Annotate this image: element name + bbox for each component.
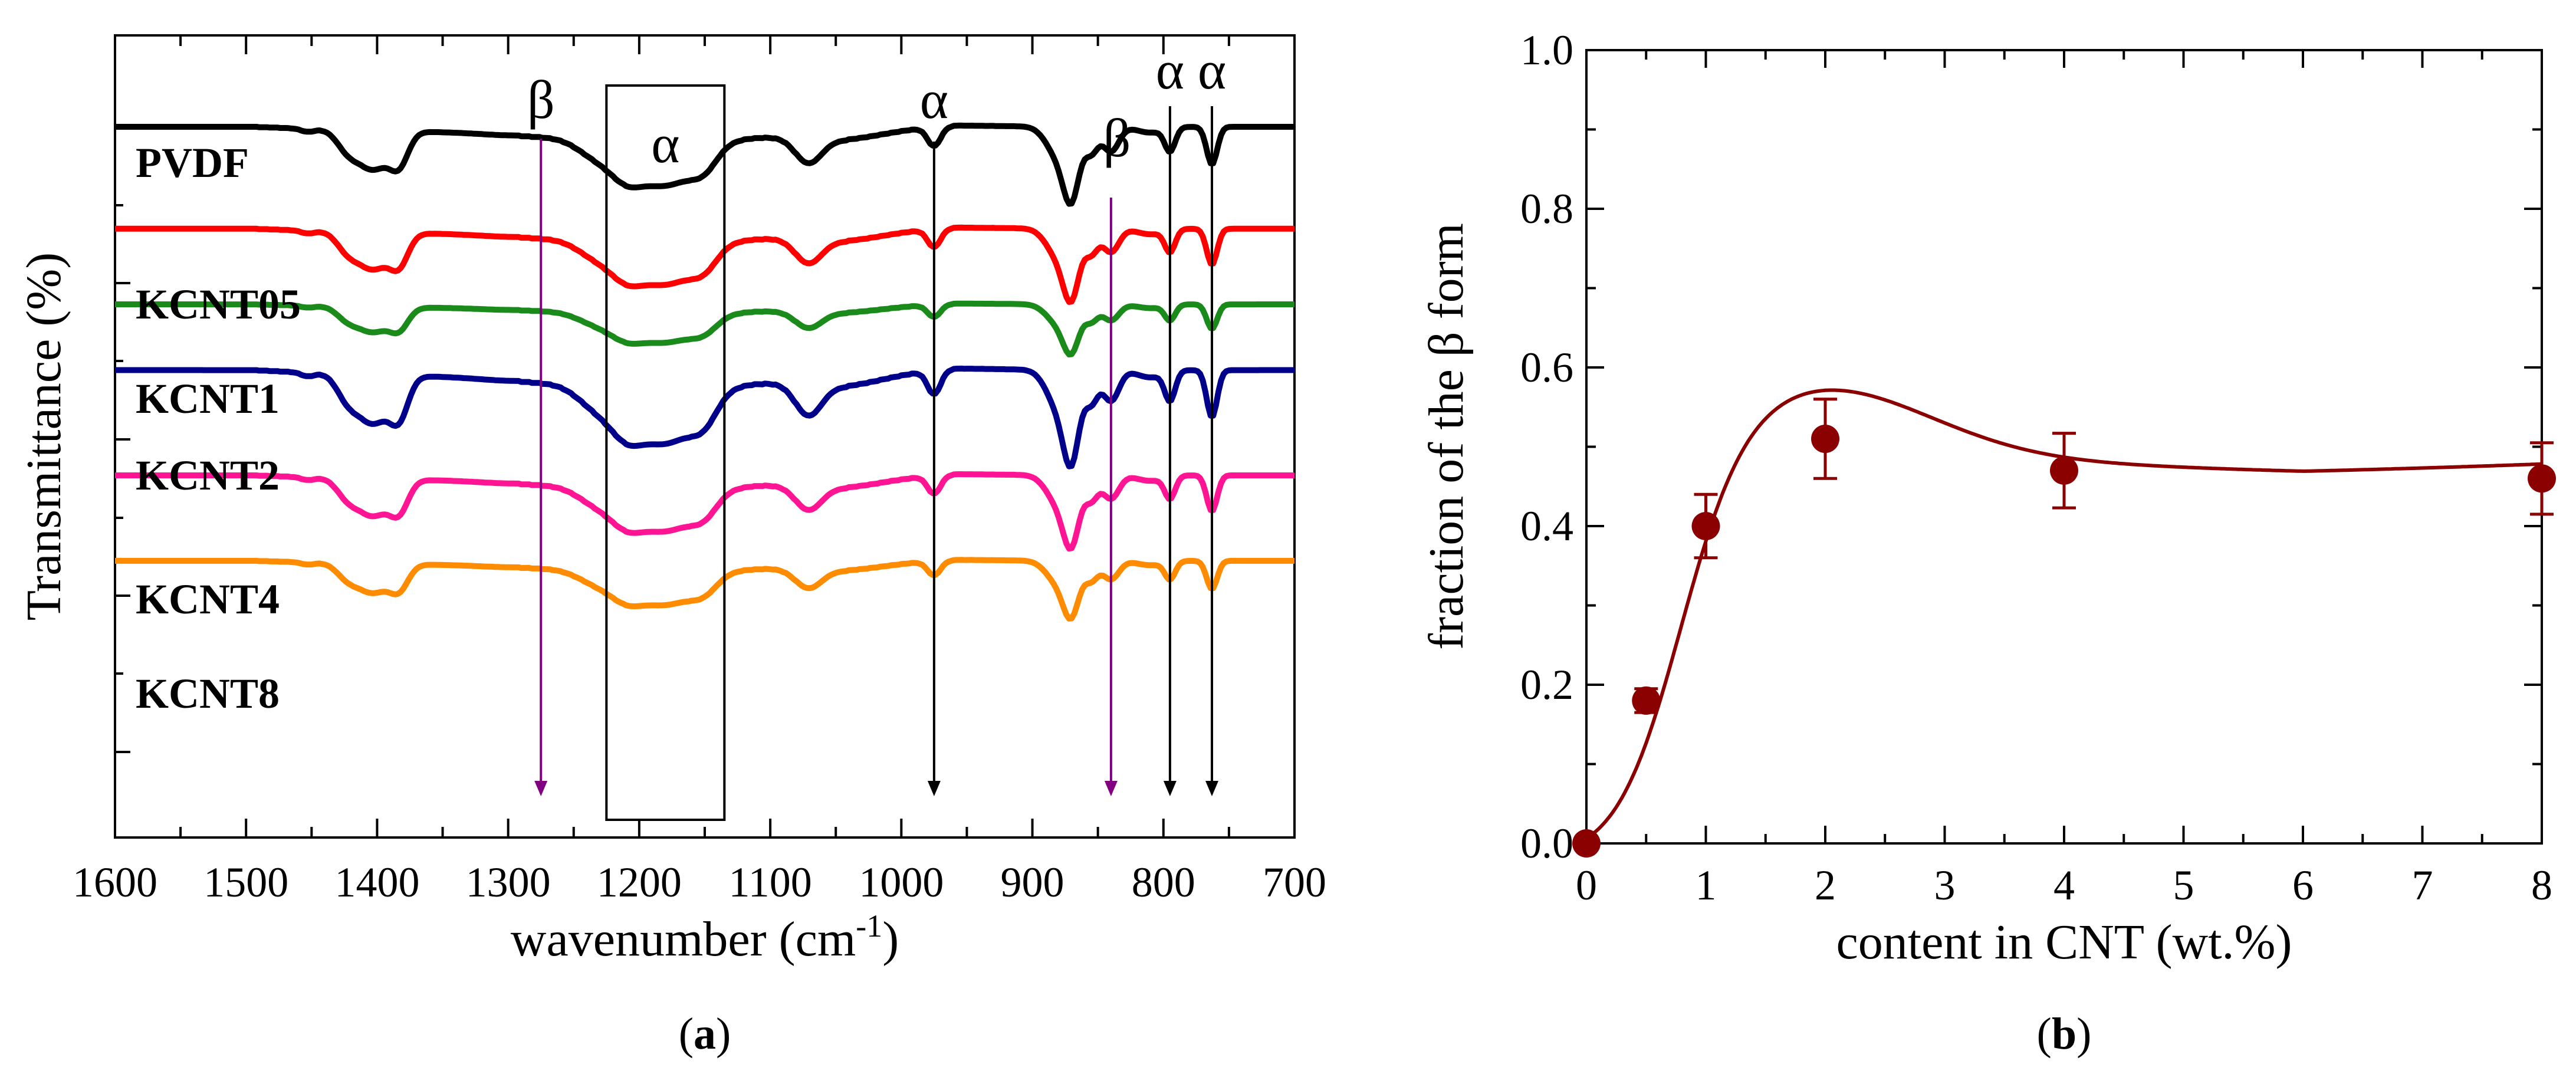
x-tick-label: 900 [1001, 859, 1064, 906]
x-tick-label: 1500 [203, 859, 288, 906]
band-label-beta: β [527, 70, 555, 130]
panel-b-y-axis-label: fraction of the β form [1419, 223, 1474, 650]
x-tick-label: 800 [1132, 859, 1195, 906]
panel-a-sample-labels: PVDF KCNT05 KCNT1 KCNT2 KCNT4 KCNT8 [136, 139, 301, 717]
x-tick-label: 0 [1576, 862, 1597, 909]
panel-a-x-axis-label: wavenumber (cm-1) [511, 908, 899, 967]
panel-b-x-axis-label: content in CNT (wt.%) [1836, 915, 2292, 970]
x-tick-label: 1300 [466, 859, 551, 906]
data-point [2050, 456, 2078, 485]
panel-a-x-tick-labels: 1600 1500 1400 1300 1200 1100 1000 900 800 700 [73, 859, 1326, 906]
spectrum-kcnt1 [114, 300, 1295, 357]
panel-a-ticks [114, 35, 1296, 837]
band-label-alpha-boxed: α [651, 114, 679, 174]
sample-label-kcnt8: KCNT8 [136, 670, 280, 717]
data-point [1811, 425, 1839, 454]
panel-b-beta-fraction: 0 1 2 3 4 5 6 7 8 0.0 0.2 0.4 0.6 0.8 1.0 fraction of … [1419, 27, 2556, 1059]
panel-b-data-points [1572, 398, 2556, 858]
panel-a-spectra [114, 122, 1295, 622]
spectrum-pvdf [114, 122, 1295, 207]
band-label-alpha: α [1156, 40, 1184, 100]
band-label-alpha: α [920, 70, 948, 130]
x-tick-label: 1600 [73, 859, 157, 906]
panel-b-ticks [1585, 49, 2543, 845]
sample-label-kcnt05: KCNT05 [136, 281, 301, 328]
y-tick-label: 0.8 [1520, 185, 1573, 232]
band-marker-arrowhead [1205, 781, 1218, 796]
y-tick-label: 0.4 [1520, 502, 1573, 550]
x-tick-label: 2 [1815, 862, 1836, 909]
x-tick-label: 7 [2412, 862, 2433, 909]
spectrum-kcnt4 [114, 471, 1295, 552]
spectrum-kcnt2 [114, 365, 1295, 469]
panel-a-label: (a) [679, 1009, 731, 1059]
band-label-beta: β [1103, 108, 1131, 168]
sample-label-kcnt1: KCNT1 [136, 375, 280, 422]
spectrum-kcnt05 [114, 224, 1295, 305]
data-point [2528, 464, 2556, 493]
sample-label-kcnt4: KCNT4 [136, 576, 280, 623]
panel-b-tick-labels: 0 1 2 3 4 5 6 7 8 0.0 0.2 0.4 0.6 0.8 1.0 [1520, 27, 2552, 909]
x-tick-label: 1000 [859, 859, 944, 906]
band-marker-arrowhead [1104, 781, 1118, 796]
band-marker-arrowhead [1163, 781, 1177, 796]
x-tick-label: 700 [1263, 859, 1326, 906]
y-tick-label: 0.0 [1520, 820, 1573, 867]
x-tick-label: 1200 [597, 859, 682, 906]
data-point [1572, 829, 1601, 858]
data-point [1632, 686, 1661, 715]
x-tick-label: 5 [2173, 862, 2194, 909]
band-label-alpha: α [1198, 40, 1226, 100]
x-tick-label: 4 [2053, 862, 2075, 909]
x-tick-label: 1 [1696, 862, 1717, 909]
y-tick-label: 0.6 [1520, 344, 1573, 391]
x-tick-label: 1400 [334, 859, 419, 906]
y-tick-label: 0.2 [1520, 661, 1573, 708]
x-tick-label: 6 [2292, 862, 2314, 909]
x-tick-label: 8 [2531, 862, 2552, 909]
spectrum-kcnt8 [114, 557, 1295, 622]
x-tick-label: 3 [1934, 862, 1956, 909]
panel-a-y-axis-label: Transmittance (%) [17, 252, 71, 620]
panel-b-label: (b) [2037, 1009, 2092, 1059]
data-point [1691, 512, 1720, 540]
sample-label-pvdf: PVDF [136, 139, 249, 186]
band-marker-arrowhead [534, 781, 548, 796]
alpha-band-box [605, 84, 726, 821]
band-marker-arrowhead [927, 781, 941, 796]
sample-label-kcnt2: KCNT2 [136, 452, 280, 499]
y-tick-label: 1.0 [1520, 27, 1573, 74]
panel-a-ftir-spectra: 1600 1500 1400 1300 1200 1100 1000 900 800 700 βα… [17, 34, 1326, 1059]
x-tick-label: 1100 [728, 859, 811, 906]
